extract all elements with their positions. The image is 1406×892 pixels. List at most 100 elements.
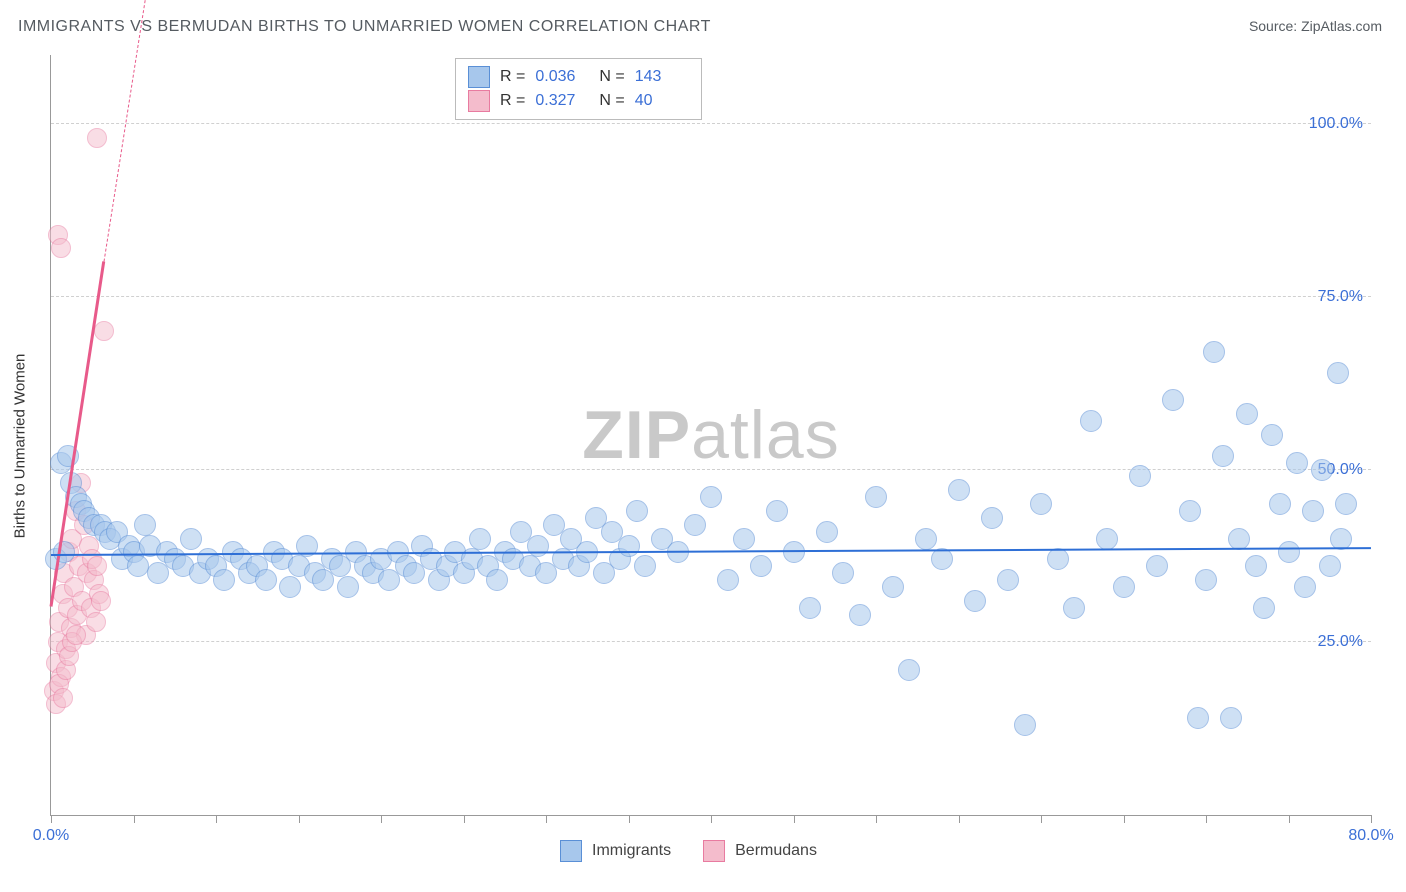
x-tick	[959, 815, 960, 823]
immigrants-point	[626, 500, 648, 522]
legend-item-bermudans: Bermudans	[703, 840, 817, 862]
immigrants-point	[469, 528, 491, 550]
x-tick	[1289, 815, 1290, 823]
x-tick	[134, 815, 135, 823]
bermudans-point	[94, 321, 114, 341]
immigrants-point	[1063, 597, 1085, 619]
immigrants-point	[750, 555, 772, 577]
immigrants-point	[1146, 555, 1168, 577]
trend-line	[103, 0, 158, 262]
legend-stats-row-immigrants: R = 0.036 N = 143	[468, 65, 689, 89]
immigrants-point	[1195, 569, 1217, 591]
gridline	[51, 469, 1371, 470]
immigrants-point	[337, 576, 359, 598]
bermudans-point	[91, 591, 111, 611]
immigrants-point	[964, 590, 986, 612]
legend-N-label: N =	[599, 89, 624, 113]
immigrants-point	[213, 569, 235, 591]
x-tick	[51, 815, 52, 823]
legend-bermudans-N: 40	[635, 89, 689, 113]
legend-bermudans-R: 0.327	[535, 89, 589, 113]
immigrants-point	[180, 528, 202, 550]
immigrants-point	[1203, 341, 1225, 363]
immigrants-point	[915, 528, 937, 550]
immigrants-point	[1080, 410, 1102, 432]
legend-R-label: R =	[500, 65, 525, 89]
immigrants-point	[1113, 576, 1135, 598]
immigrants-point	[1311, 459, 1333, 481]
legend-series: Immigrants Bermudans	[560, 840, 817, 862]
swatch-bermudans	[703, 840, 725, 862]
x-tick	[299, 815, 300, 823]
immigrants-point	[948, 479, 970, 501]
immigrants-point	[1014, 714, 1036, 736]
bermudans-point	[86, 612, 106, 632]
x-tick	[546, 815, 547, 823]
immigrants-point	[1187, 707, 1209, 729]
y-tick-label: 75.0%	[1308, 288, 1363, 306]
immigrants-point	[832, 562, 854, 584]
immigrants-point	[981, 507, 1003, 529]
immigrants-point	[700, 486, 722, 508]
bermudans-point	[87, 128, 107, 148]
immigrants-point	[1278, 541, 1300, 563]
immigrants-point	[717, 569, 739, 591]
y-axis-label: Births to Unmarried Women	[12, 354, 29, 539]
watermark: ZIPatlas	[582, 396, 839, 474]
immigrants-point	[134, 514, 156, 536]
x-tick	[381, 815, 382, 823]
swatch-immigrants	[560, 840, 582, 862]
legend-item-immigrants: Immigrants	[560, 840, 671, 862]
x-tick	[1124, 815, 1125, 823]
legend-stats-row-bermudans: R = 0.327 N = 40	[468, 89, 689, 113]
legend-immigrants-N: 143	[635, 65, 689, 89]
immigrants-point	[279, 576, 301, 598]
immigrants-point	[255, 569, 277, 591]
immigrants-point	[1253, 597, 1275, 619]
swatch-bermudans	[468, 90, 490, 112]
immigrants-point	[882, 576, 904, 598]
immigrants-point	[127, 555, 149, 577]
y-tick-label: 25.0%	[1308, 633, 1363, 651]
bermudans-point	[53, 688, 73, 708]
immigrants-point	[1228, 528, 1250, 550]
immigrants-point	[1294, 576, 1316, 598]
immigrants-point	[1236, 403, 1258, 425]
bermudans-point	[66, 625, 86, 645]
immigrants-point	[1030, 493, 1052, 515]
immigrants-point	[1327, 362, 1349, 384]
y-tick-label: 100.0%	[1299, 115, 1363, 133]
immigrants-point	[931, 548, 953, 570]
immigrants-point	[766, 500, 788, 522]
immigrants-point	[634, 555, 656, 577]
x-tick	[1206, 815, 1207, 823]
immigrants-point	[1047, 548, 1069, 570]
x-tick	[876, 815, 877, 823]
x-tick	[1371, 815, 1372, 823]
gridline	[51, 641, 1371, 642]
immigrants-point	[1286, 452, 1308, 474]
immigrants-point	[816, 521, 838, 543]
immigrants-point	[865, 486, 887, 508]
immigrants-point	[783, 541, 805, 563]
immigrants-point	[898, 659, 920, 681]
x-tick	[1041, 815, 1042, 823]
immigrants-point	[1162, 389, 1184, 411]
immigrants-point	[799, 597, 821, 619]
immigrants-point	[1302, 500, 1324, 522]
x-tick	[464, 815, 465, 823]
immigrants-point	[618, 535, 640, 557]
immigrants-point	[849, 604, 871, 626]
legend-label-immigrants: Immigrants	[592, 842, 671, 860]
x-tick	[794, 815, 795, 823]
legend-immigrants-R: 0.036	[535, 65, 589, 89]
plot-area: ZIPatlas 25.0%50.0%75.0%100.0%0.0%80.0%	[50, 55, 1371, 816]
legend-stats: R = 0.036 N = 143 R = 0.327 N = 40	[455, 58, 702, 120]
immigrants-point	[1269, 493, 1291, 515]
source-label: Source: ZipAtlas.com	[1249, 18, 1382, 34]
watermark-atlas: atlas	[691, 397, 840, 473]
immigrants-point	[1319, 555, 1341, 577]
immigrants-point	[1220, 707, 1242, 729]
legend-label-bermudans: Bermudans	[735, 842, 817, 860]
immigrants-point	[997, 569, 1019, 591]
